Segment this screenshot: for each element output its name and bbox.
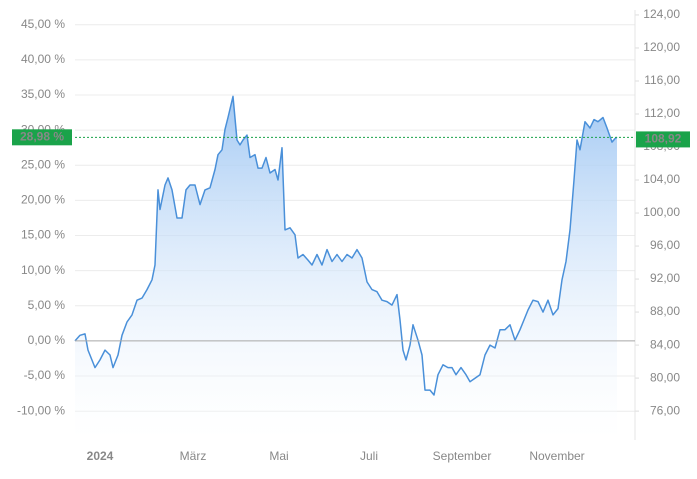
y-tick-label: 0,00 % bbox=[28, 333, 66, 347]
x-tick-label: Juli bbox=[360, 449, 378, 463]
y2-tick-label: 116,00 bbox=[644, 73, 680, 87]
current-badge bbox=[12, 129, 72, 146]
x-tick-label: November bbox=[529, 449, 584, 463]
line bbox=[74, 95, 618, 396]
y-tick-label: 10,00 % bbox=[21, 263, 65, 277]
y-tick-label: -5,00 % bbox=[24, 368, 66, 382]
x-tick-label: März bbox=[180, 449, 207, 463]
y-tick-label: -10,00 % bbox=[17, 403, 65, 417]
y2-tick-label: 104,00 bbox=[643, 172, 680, 186]
x-tick-label: September bbox=[433, 449, 492, 463]
y2-tick-label: 76,00 bbox=[650, 403, 680, 417]
y2-tick-label: 88,00 bbox=[650, 304, 680, 318]
y-tick-label: 15,00 % bbox=[21, 228, 65, 242]
x-tick-label: Mai bbox=[269, 449, 288, 463]
y2-tick-label: 92,00 bbox=[650, 271, 680, 285]
x-tick-label: 2024 bbox=[87, 449, 114, 463]
y2-tick-label: 84,00 bbox=[650, 337, 680, 351]
y-tick-label: 40,00 % bbox=[21, 52, 65, 66]
y-tick-label: 5,00 % bbox=[28, 298, 66, 312]
area-fill bbox=[75, 96, 617, 441]
y2-tick-label: 100,00 bbox=[643, 205, 680, 219]
y2-tick-label: 80,00 bbox=[650, 370, 680, 384]
y-tick-label: 45,00 % bbox=[21, 17, 65, 31]
current-label: 28,98 % bbox=[20, 129, 64, 143]
y2-tick-label: 120,00 bbox=[643, 40, 680, 54]
y-tick-label: 25,00 % bbox=[21, 157, 65, 171]
y2-tick-label: 112,00 bbox=[644, 106, 680, 120]
price-label: 108,92 bbox=[645, 132, 682, 146]
price-badge bbox=[636, 131, 690, 148]
y2-tick-label: 124,00 bbox=[643, 7, 680, 21]
y2-tick-label: 96,00 bbox=[650, 238, 680, 252]
y-tick-label: 20,00 % bbox=[21, 193, 65, 207]
y-tick-label: 35,00 % bbox=[21, 87, 65, 101]
